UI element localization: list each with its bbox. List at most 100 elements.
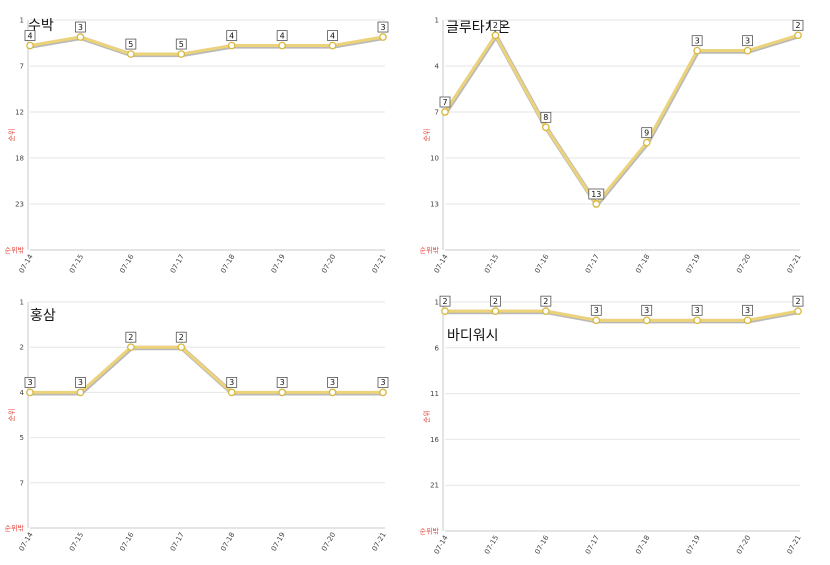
data-label: 2 bbox=[128, 333, 133, 342]
x-tick-label: 07-17 bbox=[169, 253, 186, 275]
data-point bbox=[743, 46, 752, 55]
data-label: 2 bbox=[493, 21, 498, 30]
y-bottom-label: 순위밖 bbox=[5, 524, 25, 533]
data-label-box bbox=[742, 304, 753, 316]
data-point bbox=[592, 200, 601, 208]
x-tick-label: 07-16 bbox=[118, 531, 135, 553]
x-tick-label: 07-20 bbox=[735, 534, 752, 556]
series-line-shadow bbox=[443, 33, 801, 208]
data-label-box bbox=[439, 295, 451, 307]
x-tick-label: 07-16 bbox=[118, 253, 135, 275]
y-tick-label: 23 bbox=[15, 201, 24, 209]
data-label: 3 bbox=[78, 378, 83, 387]
data-point bbox=[127, 343, 135, 352]
x-tick-label: 07-15 bbox=[68, 531, 85, 553]
data-label: 5 bbox=[128, 40, 133, 49]
data-point bbox=[642, 316, 651, 325]
y-tick-label: 10 bbox=[430, 155, 439, 163]
x-tick-label: 07-21 bbox=[371, 253, 388, 275]
data-label: 3 bbox=[745, 36, 750, 45]
data-point bbox=[441, 108, 449, 116]
data-label-box bbox=[24, 377, 36, 388]
x-tick-label: 07-14 bbox=[18, 253, 35, 275]
y-tick-label: 7 bbox=[435, 109, 439, 117]
data-label: 4 bbox=[27, 31, 32, 40]
data-label-box bbox=[75, 21, 86, 33]
x-tick-label: 07-16 bbox=[533, 253, 550, 275]
data-point bbox=[379, 33, 387, 41]
x-tick-label: 07-18 bbox=[634, 534, 651, 556]
x-tick-label: 07-19 bbox=[685, 253, 702, 275]
data-label-box bbox=[641, 127, 653, 139]
chart-title: 글루타치온 bbox=[446, 20, 511, 36]
data-label-box bbox=[125, 331, 137, 343]
x-tick-label: 07-18 bbox=[634, 253, 651, 275]
data-label-box bbox=[691, 304, 703, 316]
x-tick-label: 07-18 bbox=[219, 253, 236, 275]
y-tick-label: 4 bbox=[20, 389, 25, 397]
data-point bbox=[491, 31, 500, 40]
data-label-box bbox=[588, 188, 605, 200]
x-tick-label: 07-20 bbox=[735, 253, 752, 275]
chart-title: 홍삼 bbox=[30, 308, 56, 324]
y-bottom-label: 순위밖 bbox=[420, 246, 440, 255]
y-bottom-label: 순위밖 bbox=[420, 527, 440, 536]
data-point bbox=[127, 50, 135, 58]
data-label-box bbox=[125, 38, 137, 50]
data-point bbox=[491, 307, 500, 316]
x-tick-label: 07-21 bbox=[371, 531, 388, 553]
x-tick-label: 07-16 bbox=[533, 534, 550, 556]
data-point bbox=[642, 138, 651, 147]
data-label: 4 bbox=[330, 31, 335, 40]
data-label: 3 bbox=[644, 306, 649, 315]
x-tick-label: 07-14 bbox=[18, 531, 35, 553]
data-label: 4 bbox=[280, 31, 285, 40]
data-label: 2 bbox=[442, 297, 447, 306]
y-axis-label: 순위 bbox=[8, 129, 16, 142]
data-label-box bbox=[75, 377, 86, 388]
y-bottom-label: 순위밖 bbox=[5, 246, 25, 255]
data-label-box bbox=[490, 19, 501, 31]
y-tick-label: 13 bbox=[430, 201, 439, 209]
data-point bbox=[794, 307, 802, 316]
data-label-box bbox=[276, 30, 288, 41]
x-tick-label: 07-20 bbox=[320, 531, 337, 553]
data-label: 2 bbox=[179, 333, 184, 342]
data-point bbox=[26, 388, 34, 397]
x-tick-label: 07-17 bbox=[584, 534, 601, 556]
data-point bbox=[592, 316, 601, 325]
data-label-box bbox=[24, 30, 36, 41]
data-point bbox=[379, 388, 387, 397]
data-label: 8 bbox=[543, 113, 548, 122]
x-tick-label: 07-21 bbox=[786, 534, 803, 556]
data-label: 13 bbox=[591, 190, 601, 199]
data-label-box bbox=[540, 295, 552, 307]
data-point bbox=[542, 123, 550, 132]
data-label: 2 bbox=[493, 297, 498, 306]
data-label-box bbox=[276, 377, 288, 388]
y-axis-label: 순위 bbox=[423, 129, 431, 142]
data-label-box bbox=[590, 304, 602, 316]
x-tick-label: 07-20 bbox=[320, 253, 337, 275]
data-label-box bbox=[540, 111, 552, 123]
data-label: 3 bbox=[280, 378, 285, 387]
x-tick-label: 07-21 bbox=[786, 253, 803, 275]
y-tick-label: 21 bbox=[430, 482, 439, 490]
data-label: 2 bbox=[795, 297, 800, 306]
data-label-box bbox=[377, 377, 389, 388]
x-tick-label: 07-15 bbox=[483, 534, 500, 556]
data-label: 7 bbox=[442, 98, 447, 107]
x-tick-label: 07-15 bbox=[483, 253, 500, 275]
data-label-box bbox=[327, 30, 338, 41]
data-point bbox=[441, 307, 449, 316]
y-axis-label: 순위 bbox=[8, 409, 16, 422]
y-tick-label: 5 bbox=[20, 434, 24, 442]
data-label: 3 bbox=[695, 36, 700, 45]
y-tick-label: 16 bbox=[430, 436, 439, 444]
chart-title: 수박 bbox=[28, 18, 54, 34]
chart-title: 바디워시 bbox=[447, 328, 499, 344]
data-point bbox=[328, 388, 337, 397]
series-line bbox=[28, 345, 385, 394]
data-label-box bbox=[742, 35, 753, 47]
